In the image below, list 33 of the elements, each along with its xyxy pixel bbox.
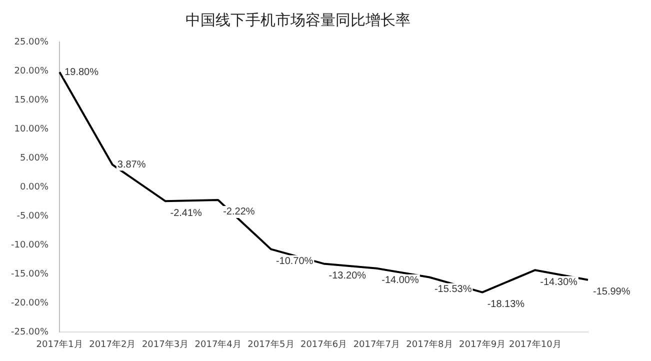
data-label: -18.13% — [487, 299, 525, 310]
data-label: -10.70% — [276, 256, 314, 267]
y-tick-label: 10.00% — [14, 124, 49, 134]
data-label: -15.99% — [593, 286, 630, 298]
x-tick-label: 2017年10月 — [508, 338, 562, 350]
y-tick-label: 20.00% — [14, 66, 49, 76]
data-label: -2.22% — [223, 206, 255, 218]
x-tick-label: 2017年1月 — [36, 338, 83, 350]
x-tick-label: 2017年6月 — [300, 338, 348, 350]
data-label: -14.00% — [382, 275, 419, 286]
y-tick-label: -5.00% — [16, 211, 50, 222]
x-tick-label: 2017年5月 — [248, 338, 294, 350]
data-label: 3.87% — [117, 159, 146, 170]
x-tick-label: 2017年4月 — [194, 338, 242, 350]
x-tick-label: 2017年7月 — [353, 338, 400, 350]
data-label: -2.41% — [170, 208, 202, 219]
y-tick-label: 5.00% — [20, 153, 50, 164]
y-tick-label: 25.00% — [14, 37, 49, 48]
y-tick-label: -20.00% — [10, 298, 49, 309]
chart-title: 中国线下手机市场容量同比增长率 — [186, 10, 410, 29]
y-tick-label: 0.00% — [20, 182, 50, 192]
y-tick-label: -25.00% — [10, 328, 49, 338]
x-tick-label: 2017年8月 — [406, 338, 453, 350]
data-label: 19.80% — [64, 66, 99, 78]
data-label: -14.30% — [540, 276, 578, 288]
y-tick-label: 15.00% — [14, 95, 49, 106]
y-tick-label: -10.00% — [10, 240, 49, 250]
x-tick-label: 2017年2月 — [89, 338, 136, 350]
x-tick-label: 2017年9月 — [458, 338, 506, 350]
data-label: -13.20% — [328, 270, 366, 282]
data-label: -15.53% — [434, 284, 472, 295]
x-tick-label: 2017年3月 — [142, 338, 189, 350]
y-tick-label: -15.00% — [10, 270, 49, 280]
